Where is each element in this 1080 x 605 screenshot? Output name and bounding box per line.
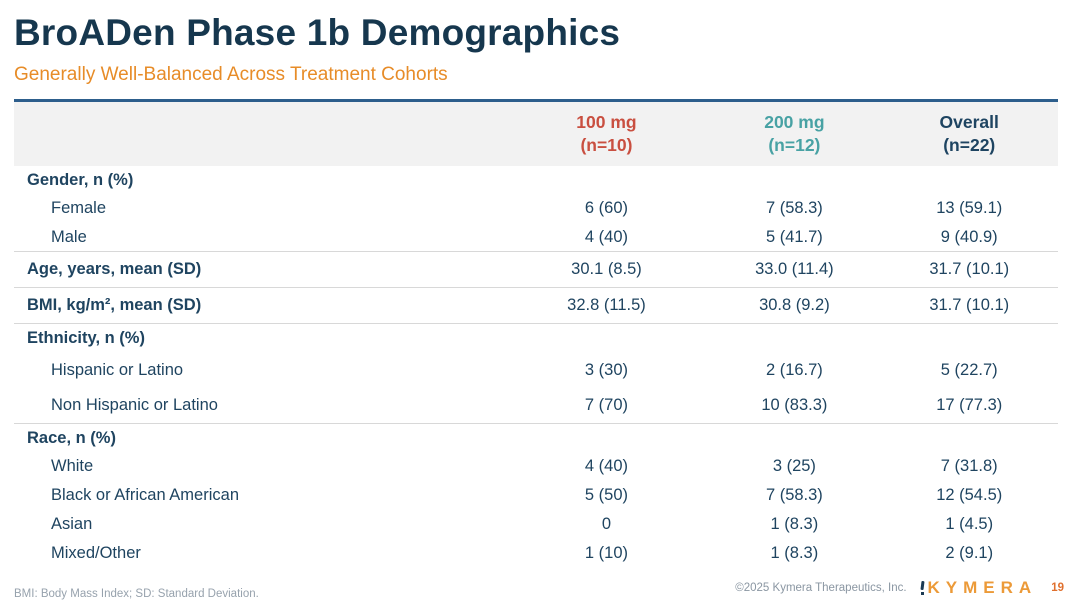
table-row-non-hispanic: Non Hispanic or Latino 7 (70) 10 (83.3) …	[14, 388, 1058, 424]
column-n-label: (n=10)	[580, 135, 633, 155]
footer-right: ©2025 Kymera Therapeutics, Inc. KYMERA 1…	[735, 578, 1064, 598]
cell-value: 7 (70)	[584, 396, 629, 414]
row-label: Gender, n (%)	[27, 170, 134, 189]
cell-value: 9 (40.9)	[940, 227, 998, 246]
cell-value: 1 (8.3)	[770, 515, 819, 533]
cell-value: 3 (25)	[772, 457, 816, 475]
cell-value: 32.8 (11.5)	[567, 296, 646, 314]
cell-value: 7 (31.8)	[940, 457, 998, 475]
table-row-bmi: BMI, kg/m², mean (SD) 32.8 (11.5) 30.8 (…	[14, 288, 1058, 324]
row-label: Mixed/Other	[51, 544, 141, 562]
page-title: BroADen Phase 1b Demographics	[14, 12, 621, 53]
table-row-hispanic: Hispanic or Latino 3 (30) 2 (16.7) 5 (22…	[14, 352, 1058, 388]
table-row-gender: Gender, n (%)	[14, 166, 1058, 194]
cell-value: 17 (77.3)	[936, 396, 1003, 414]
page-subtitle: Generally Well-Balanced Across Treatment…	[14, 64, 448, 85]
cell-value: 31.7 (10.1)	[929, 296, 1010, 314]
cell-value: 6 (60)	[584, 199, 629, 217]
table-header-row: 100 mg (n=10) 200 mg (n=12) Overall (n=2…	[14, 102, 1058, 166]
column-header-200mg: 200 mg (n=12)	[708, 111, 880, 157]
cell-value: 30.8 (9.2)	[759, 296, 830, 314]
cell-value: 5 (22.7)	[940, 360, 998, 379]
cell-value: 33.0 (11.4)	[755, 260, 834, 278]
cell-value: 7 (58.3)	[765, 486, 823, 504]
column-n-label: (n=12)	[768, 135, 821, 155]
cell-value: 10 (83.3)	[761, 396, 828, 414]
table-row-male: Male 4 (40) 5 (41.7) 9 (40.9)	[14, 223, 1058, 252]
table-row-ethnicity: Ethnicity, n (%)	[14, 324, 1058, 352]
cell-value: 7 (58.3)	[765, 199, 823, 217]
row-label: Race, n (%)	[27, 428, 116, 447]
cell-value: 1 (8.3)	[770, 544, 819, 562]
cell-value: 3 (30)	[584, 360, 629, 379]
row-label: Hispanic or Latino	[51, 360, 184, 379]
column-header-overall: Overall (n=22)	[881, 111, 1058, 157]
column-dose-label: Overall	[939, 112, 999, 133]
row-label: Asian	[51, 515, 93, 533]
cell-value: 4 (40)	[584, 227, 629, 246]
cell-value: 31.7 (10.1)	[929, 260, 1010, 278]
kymera-spark-icon	[919, 580, 925, 595]
table-row-white: White 4 (40) 3 (25) 7 (31.8)	[14, 452, 1058, 481]
row-label: Ethnicity, n (%)	[27, 328, 145, 347]
cell-value: 2 (16.7)	[765, 360, 823, 379]
column-dose-label: 100 mg	[576, 112, 637, 133]
cell-value: 30.1 (8.5)	[571, 260, 642, 278]
cell-value: 12 (54.5)	[936, 486, 1003, 504]
row-label: Non Hispanic or Latino	[51, 396, 218, 414]
cell-value: 1 (10)	[584, 544, 629, 562]
abbreviations-footnote: BMI: Body Mass Index; SD: Standard Devia…	[14, 588, 259, 600]
row-label: White	[51, 457, 94, 475]
demographics-table: 100 mg (n=10) 200 mg (n=12) Overall (n=2…	[14, 99, 1058, 568]
row-label: Male	[51, 227, 87, 246]
kymera-logo-text: KYMERA	[927, 578, 1038, 597]
row-label: BMI, kg/m², mean (SD)	[27, 296, 202, 314]
column-n-label: (n=22)	[943, 135, 996, 155]
row-label: Black or African American	[51, 486, 239, 504]
cell-value: 5 (50)	[584, 486, 629, 504]
kymera-logo: KYMERA	[919, 578, 1038, 598]
column-dose-label: 200 mg	[764, 112, 825, 133]
page-number: 19	[1051, 582, 1064, 594]
cell-value: 4 (40)	[584, 457, 629, 475]
cell-value: 5 (41.7)	[765, 227, 823, 246]
cell-value: 13 (59.1)	[936, 199, 1003, 217]
row-label: Female	[51, 199, 107, 217]
table-row-female: Female 6 (60) 7 (58.3) 13 (59.1)	[14, 194, 1058, 223]
cell-value: 2 (9.1)	[945, 544, 994, 562]
table-row-age: Age, years, mean (SD) 30.1 (8.5) 33.0 (1…	[14, 252, 1058, 288]
cell-value: 0	[601, 515, 612, 533]
table-row-mixed-other: Mixed/Other 1 (10) 1 (8.3) 2 (9.1)	[14, 539, 1058, 568]
table-row-asian: Asian 0 1 (8.3) 1 (4.5)	[14, 510, 1058, 539]
row-label: Age, years, mean (SD)	[27, 260, 202, 278]
copyright-text: ©2025 Kymera Therapeutics, Inc.	[735, 582, 907, 594]
column-header-100mg: 100 mg (n=10)	[505, 111, 709, 157]
table-row-black: Black or African American 5 (50) 7 (58.3…	[14, 481, 1058, 510]
cell-value: 1 (4.5)	[945, 515, 994, 533]
table-row-race: Race, n (%)	[14, 424, 1058, 452]
